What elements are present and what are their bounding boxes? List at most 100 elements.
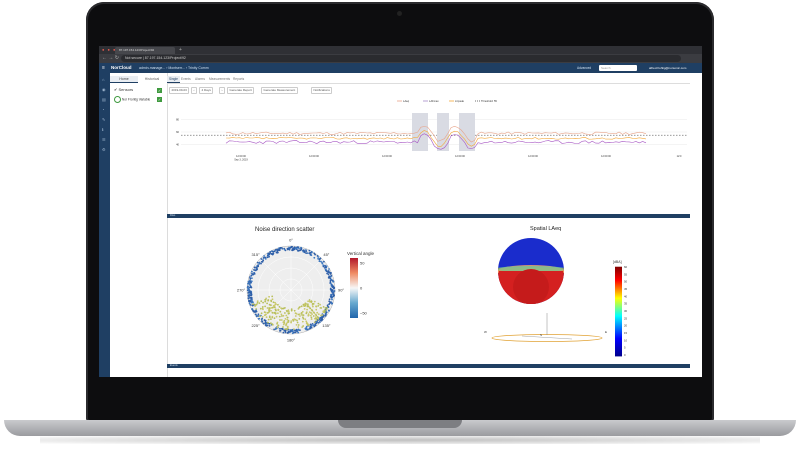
- tab-reports[interactable]: Reports: [233, 77, 245, 81]
- scatter-point: [250, 281, 252, 284]
- notifications-button[interactable]: Notifications: [311, 87, 333, 94]
- generate-report-button[interactable]: Generate Report: [227, 87, 255, 94]
- browser-tab[interactable]: 87.197.154.123/Project/92: [115, 47, 175, 54]
- search-input[interactable]: Search: [599, 65, 637, 71]
- scatter-point: [308, 323, 310, 326]
- date-picker[interactable]: 2019-09-03: [169, 87, 190, 94]
- menu-icon[interactable]: ≡: [102, 65, 105, 71]
- scatter-point: [255, 308, 258, 310]
- heat-colorbar-label: [dBA]: [613, 260, 622, 264]
- scatter-point: [323, 311, 326, 314]
- scatter-point: [290, 309, 293, 312]
- scatter-point: [333, 286, 336, 289]
- scatter-point: [268, 307, 271, 310]
- scatter-point: [264, 256, 267, 259]
- scatter-point: [310, 254, 313, 257]
- scatter-point: [264, 321, 267, 324]
- device-row[interactable]: Nor Frontig Variable: [114, 96, 150, 103]
- scatter-point: [329, 281, 332, 283]
- scatter-point: [274, 303, 277, 306]
- tab-measurements[interactable]: Measurements: [209, 77, 231, 81]
- nav-chart-icon[interactable]: ▤: [102, 97, 106, 102]
- tab-historical[interactable]: Historical: [144, 77, 160, 81]
- files-strip[interactable]: Files: [167, 214, 690, 218]
- scatter-point: [286, 316, 289, 319]
- scatter-point: [273, 328, 275, 331]
- generate-measurement-button[interactable]: Generate Measurement: [261, 87, 298, 94]
- scatter-point: [324, 264, 326, 267]
- device-checkbox[interactable]: ✓: [157, 97, 162, 102]
- scatter-point: [258, 261, 261, 264]
- scatter-point: [290, 321, 292, 324]
- tab-events[interactable]: Events: [181, 77, 191, 81]
- scatter-point: [303, 308, 306, 310]
- scatter-point: [328, 309, 330, 312]
- url-field[interactable]: Not secure | 87.197.154.123/Project/92: [121, 55, 681, 62]
- scatter-point: [313, 300, 316, 303]
- scatter-point: [302, 303, 305, 306]
- user-email[interactable]: alfred.frohlig@norsonic.com: [649, 66, 687, 70]
- nav-home-icon[interactable]: ⌂: [102, 77, 105, 82]
- scatter-point: [300, 312, 303, 314]
- x-tick-label: 12:00:00: [528, 155, 538, 158]
- nav-alarm-icon[interactable]: ◔: [102, 107, 105, 112]
- scatter-point: [309, 325, 312, 328]
- scatter-point: [285, 314, 288, 317]
- scatter-point: [250, 297, 253, 300]
- nav-settings-icon[interactable]: ⚙: [102, 147, 106, 152]
- scatter-point: [310, 300, 313, 302]
- nav-list-icon[interactable]: ☰: [102, 137, 106, 142]
- scatter-point: [330, 296, 333, 299]
- scatter-point: [293, 328, 295, 330]
- scatter-point: [310, 250, 313, 253]
- tab-single[interactable]: Single: [167, 76, 180, 83]
- scatter-point: [324, 307, 327, 309]
- colorbar-tick: 0: [360, 286, 363, 291]
- scatter-point: [325, 270, 328, 273]
- new-tab-icon[interactable]: +: [179, 47, 182, 53]
- scatter-point: [313, 312, 316, 314]
- scatter-point: [272, 250, 274, 253]
- next-button[interactable]: ›: [219, 87, 225, 94]
- scatter-point: [282, 321, 285, 323]
- heat-colorbar-tick: 50: [624, 280, 628, 284]
- nav-arrows-icon[interactable]: ← → ↻: [102, 55, 119, 61]
- scatter-point: [262, 308, 264, 311]
- angle-label: 0°: [289, 238, 293, 243]
- legend-label: LAeq: [403, 99, 410, 103]
- nav-edit-icon[interactable]: ✎: [102, 117, 106, 122]
- main-content: Single Events Alarms Measurements Report…: [167, 73, 702, 377]
- scatter-point: [285, 324, 287, 327]
- scatter-point: [332, 291, 334, 293]
- x-tick-label: 12:00:00: [309, 155, 319, 158]
- sensors-checkbox[interactable]: ✓: [157, 88, 162, 93]
- advanced-link[interactable]: Advanced: [577, 66, 592, 70]
- heat-colorbar-tick: 55: [624, 272, 628, 276]
- nav-map-icon[interactable]: ◉: [102, 87, 106, 92]
- polar-scatter-chart[interactable]: 0° 45° 90° 135° 180° 225° 270° 315° Vertical an…: [229, 235, 399, 350]
- timeseries-chart[interactable]: LAeq LAFmax LCpeak Threshold: 55 80 60 40 12:…: [167, 97, 702, 175]
- scatter-point: [287, 310, 290, 313]
- prev-button[interactable]: ‹: [191, 87, 197, 94]
- scatter-point: [322, 306, 325, 308]
- range-select[interactable]: 4 Days: [199, 87, 214, 94]
- scatter-point: [319, 303, 321, 306]
- scatter-point: [265, 297, 267, 300]
- events-strip[interactable]: Events: [167, 364, 690, 368]
- sensors-row[interactable]: ✔ Sensors: [114, 87, 133, 93]
- nav-info-icon[interactable]: ℹ: [102, 127, 104, 132]
- spatial-title: Spatial LAeq: [530, 226, 562, 232]
- polar-spoke: [290, 258, 323, 291]
- scatter-point: [286, 247, 289, 250]
- scatter-point: [282, 307, 285, 310]
- window-controls[interactable]: ● ● ●: [102, 47, 117, 52]
- breadcrumb[interactable]: admin-manage... › Montserr... › Trinity …: [139, 66, 209, 70]
- tab-home[interactable]: Home: [110, 76, 138, 83]
- scatter-point: [306, 308, 308, 311]
- scatter-point: [284, 328, 287, 330]
- scatter-point: [278, 306, 281, 308]
- scatter-point: [274, 308, 277, 311]
- tab-alarms[interactable]: Alarms: [195, 77, 205, 81]
